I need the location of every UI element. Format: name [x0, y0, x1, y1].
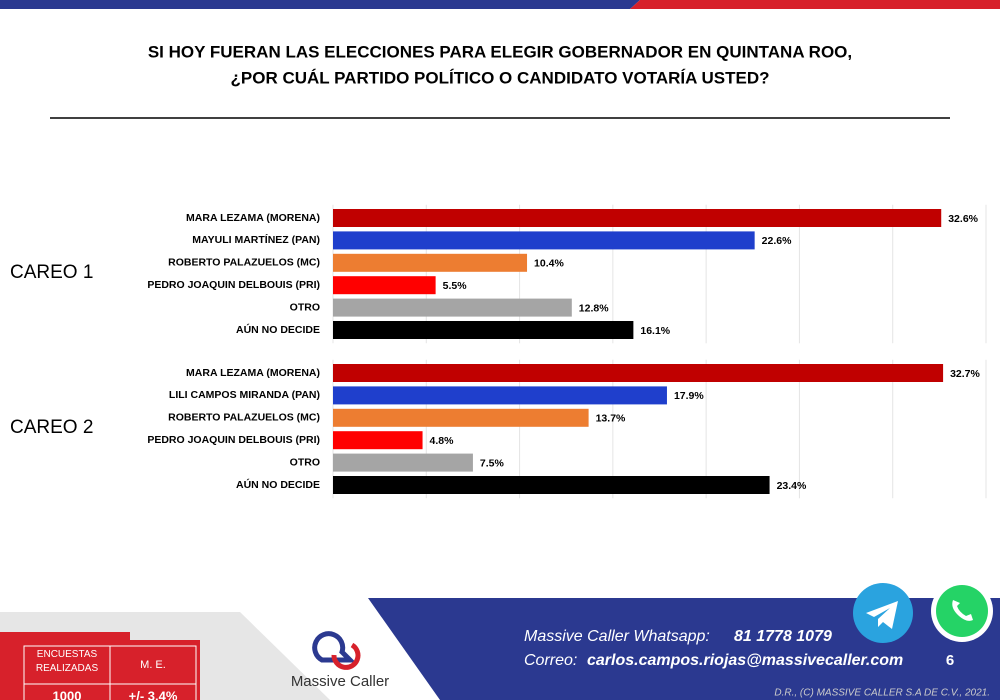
- value-label: 10.4%: [534, 258, 564, 270]
- whatsapp-label: Massive Caller Whatsapp:: [524, 628, 710, 645]
- category-label: OTRO: [290, 456, 320, 468]
- category-label: AÚN NO DECIDE: [236, 323, 320, 336]
- value-label: 17.9%: [674, 390, 704, 402]
- bar: [333, 386, 667, 405]
- bar: [333, 321, 634, 339]
- category-label: PEDRO JOAQUIN DELBOUIS (PRI): [147, 434, 320, 446]
- category-label: ROBERTO PALAZUELOS (MC): [168, 257, 320, 269]
- telegram-glyph: [866, 601, 898, 629]
- table-header: M. E.: [140, 659, 166, 671]
- top-strip: [0, 0, 640, 9]
- logo-mark: [312, 631, 357, 663]
- category-label: PEDRO JOAQUIN DELBOUIS (PRI): [147, 279, 320, 291]
- table-cell-text: 1000: [53, 688, 82, 700]
- bar: [333, 476, 770, 494]
- footer-blue: [368, 598, 1000, 700]
- table-bg: [0, 640, 200, 700]
- copyright: D.R., (C) MASSIVE CALLER S.A DE C.V., 20…: [774, 688, 990, 699]
- logo: Massive Caller: [290, 631, 390, 690]
- logo-text-box: Massive Caller: [290, 674, 390, 690]
- value-label: 23.4%: [777, 480, 807, 492]
- value-label: 4.8%: [430, 435, 455, 447]
- bar: [333, 453, 473, 472]
- email-label: Correo:: [524, 652, 577, 669]
- category-label: MARA LEZAMA (MORENA): [186, 212, 320, 224]
- category-label: MARA LEZAMA (MORENA): [186, 367, 320, 379]
- page-number: 6: [946, 652, 954, 669]
- table-header-text: ENCUESTAS REALIZADAS: [35, 649, 99, 674]
- category-label: MAYULI MARTÍNEZ (PAN): [192, 233, 320, 246]
- value-label: 5.5%: [443, 280, 468, 292]
- whatsapp-glyph: [952, 600, 973, 621]
- value-label: 32.7%: [950, 368, 980, 380]
- value-label: 16.1%: [640, 325, 670, 337]
- category-label: OTRO: [290, 301, 320, 313]
- group-label: CAREO 1: [10, 262, 93, 283]
- whatsapp-number: 81 1778 1079: [734, 628, 832, 645]
- value-label: 12.8%: [579, 302, 609, 314]
- logo-text: Massive Caller: [290, 674, 390, 690]
- bar: [333, 408, 589, 427]
- value-label: 32.6%: [948, 213, 978, 225]
- table-cell-text: +/- 3.4%: [129, 688, 178, 700]
- bar: [333, 276, 436, 295]
- category-label: LILI CAMPOS MIRANDA (PAN): [169, 389, 320, 401]
- telegram-icon[interactable]: [853, 583, 913, 643]
- email: carlos.campos.riojas@massivecaller.com: [587, 652, 903, 669]
- top-strip-red: [630, 0, 1000, 9]
- category-label: AÚN NO DECIDE: [236, 478, 320, 491]
- table-header: ENCUESTAS REALIZADAS: [35, 649, 99, 674]
- value-label: 13.7%: [596, 413, 626, 425]
- chart-area: CAREO 1 MARA LEZAMA (MORENA) 32.6% MAYULI M…: [10, 204, 987, 499]
- bar: [333, 298, 572, 317]
- title-line: SI HOY FUERAN LAS ELECCIONES PARA ELEGIR…: [148, 42, 852, 61]
- bar: [333, 231, 755, 250]
- bar: [333, 364, 944, 382]
- bar: [333, 253, 528, 272]
- category-label: ROBERTO PALAZUELOS (MC): [168, 412, 320, 424]
- whatsapp-icon: [936, 585, 988, 637]
- logo-mark: [331, 642, 361, 670]
- table-cell: [109, 683, 197, 700]
- value-label: 22.6%: [762, 235, 792, 247]
- group-label: CAREO 2: [10, 417, 93, 438]
- bar: [333, 431, 423, 450]
- title-line: ¿POR CUÁL PARTIDO POLÍTICO O CANDIDATO V…: [231, 68, 770, 87]
- bar: [333, 209, 942, 227]
- value-label: 7.5%: [480, 457, 505, 469]
